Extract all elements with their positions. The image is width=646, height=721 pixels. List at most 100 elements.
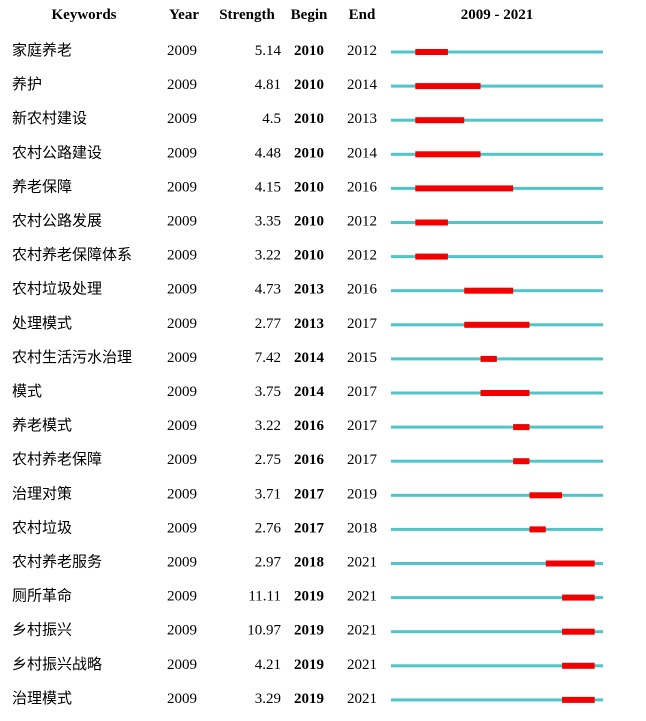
keyword-label: 农村垃圾 xyxy=(12,518,72,536)
strength-value: 4.73 xyxy=(255,282,281,298)
keyword-label: 农村公路发展 xyxy=(12,212,102,230)
begin-value: 2010 xyxy=(294,214,324,230)
begin-value: 2019 xyxy=(294,691,324,707)
begin-value: 2010 xyxy=(294,43,324,59)
burst-bar xyxy=(415,253,448,260)
keyword-label: 乡村振兴战略 xyxy=(12,655,102,673)
table-row: 农村垃圾 2009 2.76 2017 2018 xyxy=(12,518,603,536)
year-value: 2009 xyxy=(167,179,197,195)
timeline-line xyxy=(391,562,603,565)
burst-bar xyxy=(562,696,595,703)
strength-value: 3.35 xyxy=(255,214,281,230)
end-value: 2016 xyxy=(347,282,378,298)
year-value: 2009 xyxy=(167,282,197,298)
header-keywords: Keywords xyxy=(52,7,117,23)
end-value: 2017 xyxy=(347,384,378,400)
keyword-label: 农村公路建设 xyxy=(12,143,102,161)
burst-bar xyxy=(415,151,481,158)
begin-value: 2016 xyxy=(294,418,325,434)
keyword-label: 乡村振兴 xyxy=(12,621,72,639)
keyword-label: 家庭养老 xyxy=(12,41,72,59)
timeline-line xyxy=(391,664,603,668)
burst-bar xyxy=(464,287,514,294)
begin-value: 2010 xyxy=(294,77,324,93)
end-value: 2012 xyxy=(347,248,377,264)
year-value: 2009 xyxy=(167,486,197,502)
timeline-line xyxy=(391,255,603,259)
timeline-line xyxy=(391,221,603,224)
strength-value: 4.15 xyxy=(255,179,281,195)
table-row: 模式 2009 3.75 2014 2017 xyxy=(12,382,603,400)
end-value: 2014 xyxy=(347,145,378,161)
keyword-label: 养护 xyxy=(12,75,42,93)
timeline-line xyxy=(391,459,603,463)
timeline-line xyxy=(391,527,603,531)
strength-value: 4.21 xyxy=(255,657,281,673)
begin-value: 2019 xyxy=(294,589,324,605)
keyword-label: 养老保障 xyxy=(12,177,72,195)
table-row: 农村生活污水治理 2009 7.42 2014 2015 xyxy=(12,348,603,366)
keyword-label: 养老模式 xyxy=(12,416,72,434)
year-value: 2009 xyxy=(167,145,197,161)
strength-value: 11.11 xyxy=(248,589,281,605)
table-row: 治理对策 2009 3.71 2017 2019 xyxy=(12,484,603,502)
table-row: 新农村建设 2009 4.5 2010 2013 xyxy=(12,109,603,127)
burst-bar xyxy=(562,662,595,669)
keyword-label: 农村养老保障 xyxy=(12,450,102,468)
strength-value: 2.76 xyxy=(255,520,282,536)
timeline-line xyxy=(391,84,603,88)
begin-value: 2013 xyxy=(294,316,324,332)
year-value: 2009 xyxy=(167,657,197,673)
keyword-label: 治理对策 xyxy=(12,484,72,502)
end-value: 2016 xyxy=(347,179,378,195)
begin-value: 2019 xyxy=(294,657,324,673)
year-value: 2009 xyxy=(167,77,197,93)
begin-value: 2014 xyxy=(294,350,325,366)
table-row: 养护 2009 4.81 2010 2014 xyxy=(12,75,603,93)
burst-bar xyxy=(415,117,465,124)
header-end: End xyxy=(349,7,376,23)
header-row: Keywords Year Strength Begin End 2009 - … xyxy=(52,7,534,23)
end-value: 2015 xyxy=(347,350,377,366)
year-value: 2009 xyxy=(167,520,197,536)
keyword-label: 厕所革命 xyxy=(12,587,72,605)
begin-value: 2018 xyxy=(294,555,324,571)
strength-value: 4.81 xyxy=(255,77,281,93)
burst-bar xyxy=(464,321,530,328)
strength-value: 3.22 xyxy=(255,248,281,264)
burst-bar xyxy=(545,560,595,567)
end-value: 2014 xyxy=(347,77,378,93)
header-begin: Begin xyxy=(291,7,328,23)
table-row: 乡村振兴 2009 10.97 2019 2021 xyxy=(12,621,603,639)
burst-bar xyxy=(415,49,448,55)
keyword-label: 处理模式 xyxy=(12,314,72,332)
year-value: 2009 xyxy=(167,316,197,332)
end-value: 2012 xyxy=(347,43,377,59)
table-row: 农村公路建设 2009 4.48 2010 2014 xyxy=(12,143,603,161)
timeline-line xyxy=(391,50,603,54)
end-value: 2021 xyxy=(347,691,377,707)
timeline-line xyxy=(391,118,603,122)
begin-value: 2010 xyxy=(294,248,324,264)
timeline-line xyxy=(391,698,603,702)
year-value: 2009 xyxy=(167,418,197,434)
end-value: 2012 xyxy=(347,214,377,230)
table-row: 养老保障 2009 4.15 2010 2016 xyxy=(12,177,603,195)
begin-value: 2016 xyxy=(294,452,325,468)
year-value: 2009 xyxy=(167,43,197,59)
burst-bar xyxy=(529,526,546,533)
timeline-line xyxy=(391,630,603,634)
keyword-label: 农村养老服务 xyxy=(12,553,102,571)
timeline-line xyxy=(391,152,603,156)
strength-value: 3.71 xyxy=(255,486,281,502)
strength-value: 10.97 xyxy=(247,623,281,639)
begin-value: 2013 xyxy=(294,282,324,298)
strength-value: 2.97 xyxy=(255,555,282,571)
end-value: 2018 xyxy=(347,520,377,536)
timeline-line xyxy=(391,357,603,361)
burst-bar xyxy=(562,594,595,601)
begin-value: 2014 xyxy=(294,384,325,400)
burst-bar xyxy=(513,458,530,465)
keyword-label: 农村养老保障体系 xyxy=(12,246,132,264)
